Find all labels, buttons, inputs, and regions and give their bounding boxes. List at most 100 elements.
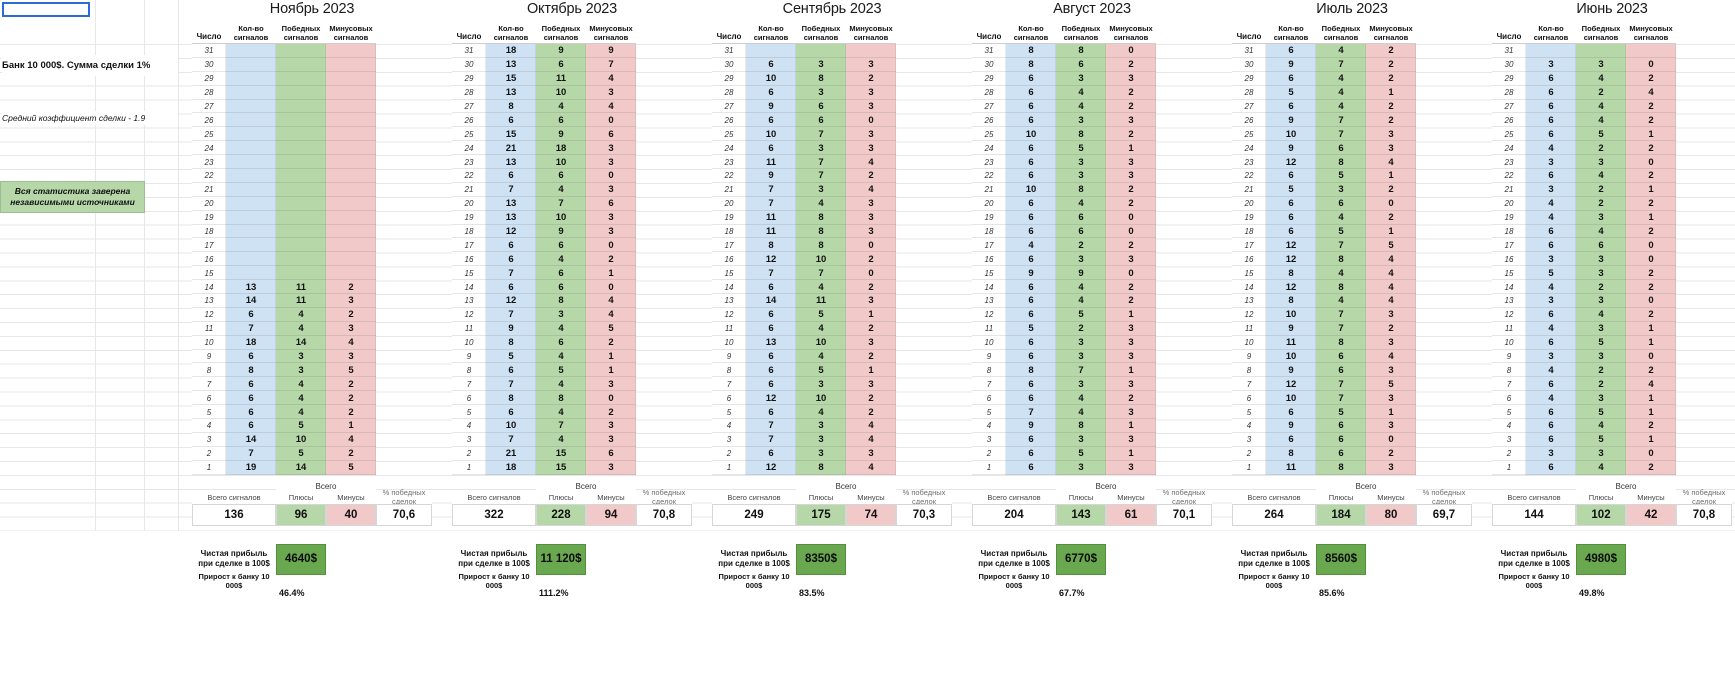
cell-losing-signals[interactable]: 2 bbox=[1366, 182, 1416, 197]
cell-losing-signals[interactable]: 3 bbox=[846, 335, 896, 350]
cell-day-number[interactable]: 1 bbox=[1232, 460, 1266, 475]
cell-signals-count[interactable]: 6 bbox=[1526, 307, 1576, 322]
cell-winning-signals[interactable] bbox=[276, 44, 326, 58]
cell-winning-signals[interactable]: 3 bbox=[796, 182, 846, 197]
cell-day-number[interactable]: 12 bbox=[712, 307, 746, 322]
minuses-value[interactable]: 94 bbox=[586, 503, 636, 526]
cell-signals-count[interactable]: 6 bbox=[1006, 460, 1056, 475]
cell-signals-count[interactable]: 8 bbox=[1266, 294, 1316, 308]
cell-signals-count[interactable]: 6 bbox=[486, 113, 536, 128]
cell-losing-signals[interactable]: 1 bbox=[1106, 141, 1156, 156]
cell-losing-signals[interactable] bbox=[326, 85, 376, 100]
cell-day-number[interactable]: 22 bbox=[712, 169, 746, 183]
cell-signals-count[interactable]: 6 bbox=[226, 307, 276, 322]
cell-signals-count[interactable]: 6 bbox=[1526, 432, 1576, 447]
cell-winning-signals[interactable]: 4 bbox=[1056, 85, 1106, 100]
cell-signals-count[interactable]: 4 bbox=[1526, 391, 1576, 406]
cell-losing-signals[interactable]: 0 bbox=[586, 280, 636, 295]
cell-signals-count[interactable]: 6 bbox=[486, 252, 536, 267]
cell-losing-signals[interactable]: 0 bbox=[586, 113, 636, 128]
cell-signals-count[interactable]: 4 bbox=[1526, 210, 1576, 225]
cell-losing-signals[interactable]: 0 bbox=[1626, 155, 1676, 170]
cell-signals-count[interactable]: 10 bbox=[1006, 182, 1056, 197]
cell-signals-count[interactable]: 8 bbox=[1266, 266, 1316, 281]
cell-winning-signals[interactable]: 4 bbox=[1056, 280, 1106, 295]
cell-day-number[interactable]: 26 bbox=[1492, 113, 1526, 128]
cell-signals-count[interactable]: 6 bbox=[1266, 44, 1316, 58]
cell-losing-signals[interactable]: 4 bbox=[1366, 252, 1416, 267]
cell-losing-signals[interactable]: 2 bbox=[1626, 71, 1676, 86]
cell-losing-signals[interactable]: 2 bbox=[846, 349, 896, 364]
cell-losing-signals[interactable]: 6 bbox=[586, 127, 636, 142]
header-signals-count[interactable]: Кол-во сигналов bbox=[1266, 18, 1316, 44]
month-title[interactable]: Июль 2023 bbox=[1232, 0, 1472, 18]
cell-losing-signals[interactable]: 3 bbox=[586, 432, 636, 447]
cell-signals-count[interactable]: 15 bbox=[486, 127, 536, 142]
cell-losing-signals[interactable]: 1 bbox=[586, 363, 636, 378]
cell-day-number[interactable]: 14 bbox=[192, 280, 226, 295]
cell-losing-signals[interactable]: 2 bbox=[1366, 210, 1416, 225]
cell-day-number[interactable]: 16 bbox=[712, 252, 746, 267]
cell-winning-signals[interactable]: 8 bbox=[1316, 155, 1366, 170]
cell-losing-signals[interactable]: 4 bbox=[1366, 280, 1416, 295]
cell-signals-count[interactable]: 11 bbox=[746, 210, 796, 225]
cell-signals-count[interactable]: 12 bbox=[1266, 238, 1316, 253]
cell-losing-signals[interactable]: 1 bbox=[1626, 335, 1676, 350]
cell-winning-signals[interactable] bbox=[276, 99, 326, 114]
cell-winning-signals[interactable]: 5 bbox=[1056, 141, 1106, 156]
cell-losing-signals[interactable]: 3 bbox=[586, 141, 636, 156]
cell-winning-signals[interactable]: 2 bbox=[1576, 141, 1626, 156]
cell-day-number[interactable]: 9 bbox=[972, 349, 1006, 364]
cell-day-number[interactable]: 10 bbox=[192, 335, 226, 350]
cell-day-number[interactable]: 21 bbox=[972, 182, 1006, 197]
cell-losing-signals[interactable]: 2 bbox=[1106, 85, 1156, 100]
cell-signals-count[interactable]: 6 bbox=[1526, 419, 1576, 433]
cell-signals-count[interactable]: 6 bbox=[226, 391, 276, 406]
cell-losing-signals[interactable]: 2 bbox=[1106, 391, 1156, 406]
cell-signals-count[interactable] bbox=[226, 99, 276, 114]
cell-signals-count[interactable]: 6 bbox=[486, 405, 536, 420]
cell-day-number[interactable]: 28 bbox=[1232, 85, 1266, 100]
cell-losing-signals[interactable]: 0 bbox=[586, 391, 636, 406]
cell-winning-signals[interactable]: 3 bbox=[796, 57, 846, 72]
cell-losing-signals[interactable]: 4 bbox=[1366, 266, 1416, 281]
cell-day-number[interactable]: 1 bbox=[452, 460, 486, 475]
cell-day-number[interactable]: 29 bbox=[192, 71, 226, 86]
cell-winning-signals[interactable]: 5 bbox=[536, 363, 586, 378]
cell-day-number[interactable]: 28 bbox=[1492, 85, 1526, 100]
cell-signals-count[interactable]: 9 bbox=[1006, 266, 1056, 281]
cell-day-number[interactable]: 5 bbox=[1232, 405, 1266, 420]
cell-winning-signals[interactable]: 6 bbox=[536, 280, 586, 295]
cell-day-number[interactable]: 7 bbox=[972, 377, 1006, 392]
cell-day-number[interactable]: 19 bbox=[1492, 210, 1526, 225]
cell-day-number[interactable]: 17 bbox=[972, 238, 1006, 253]
cell-signals-count[interactable]: 7 bbox=[746, 419, 796, 433]
cell-day-number[interactable]: 25 bbox=[1492, 127, 1526, 142]
cell-losing-signals[interactable]: 2 bbox=[586, 335, 636, 350]
cell-signals-count[interactable]: 19 bbox=[226, 460, 276, 475]
cell-losing-signals[interactable]: 1 bbox=[1366, 224, 1416, 239]
header-losing-signals[interactable]: Минусовых сигналов bbox=[586, 18, 636, 44]
cell-day-number[interactable]: 14 bbox=[1232, 280, 1266, 295]
cell-day-number[interactable]: 19 bbox=[1232, 210, 1266, 225]
cell-losing-signals[interactable]: 2 bbox=[1366, 321, 1416, 336]
cell-losing-signals[interactable]: 0 bbox=[1106, 266, 1156, 281]
cell-winning-signals[interactable]: 2 bbox=[1576, 280, 1626, 295]
cell-day-number[interactable]: 21 bbox=[1492, 182, 1526, 197]
cell-losing-signals[interactable]: 2 bbox=[1626, 224, 1676, 239]
cell-signals-count[interactable]: 5 bbox=[1266, 85, 1316, 100]
cell-signals-count[interactable]: 12 bbox=[1266, 280, 1316, 295]
cell-signals-count[interactable]: 13 bbox=[486, 210, 536, 225]
cell-winning-signals[interactable]: 7 bbox=[536, 419, 586, 433]
header-winning-signals[interactable]: Победных сигналов bbox=[1056, 18, 1106, 44]
cell-losing-signals[interactable]: 2 bbox=[1366, 99, 1416, 114]
cell-winning-signals[interactable]: 4 bbox=[1316, 44, 1366, 58]
cell-signals-count[interactable]: 18 bbox=[486, 460, 536, 475]
cell-losing-signals[interactable]: 2 bbox=[1106, 127, 1156, 142]
cell-winning-signals[interactable] bbox=[276, 57, 326, 72]
cell-losing-signals[interactable]: 0 bbox=[1106, 44, 1156, 58]
cell-losing-signals[interactable]: 3 bbox=[1106, 377, 1156, 392]
cell-day-number[interactable]: 12 bbox=[452, 307, 486, 322]
cell-losing-signals[interactable]: 4 bbox=[846, 155, 896, 170]
cell-losing-signals[interactable]: 3 bbox=[326, 294, 376, 308]
